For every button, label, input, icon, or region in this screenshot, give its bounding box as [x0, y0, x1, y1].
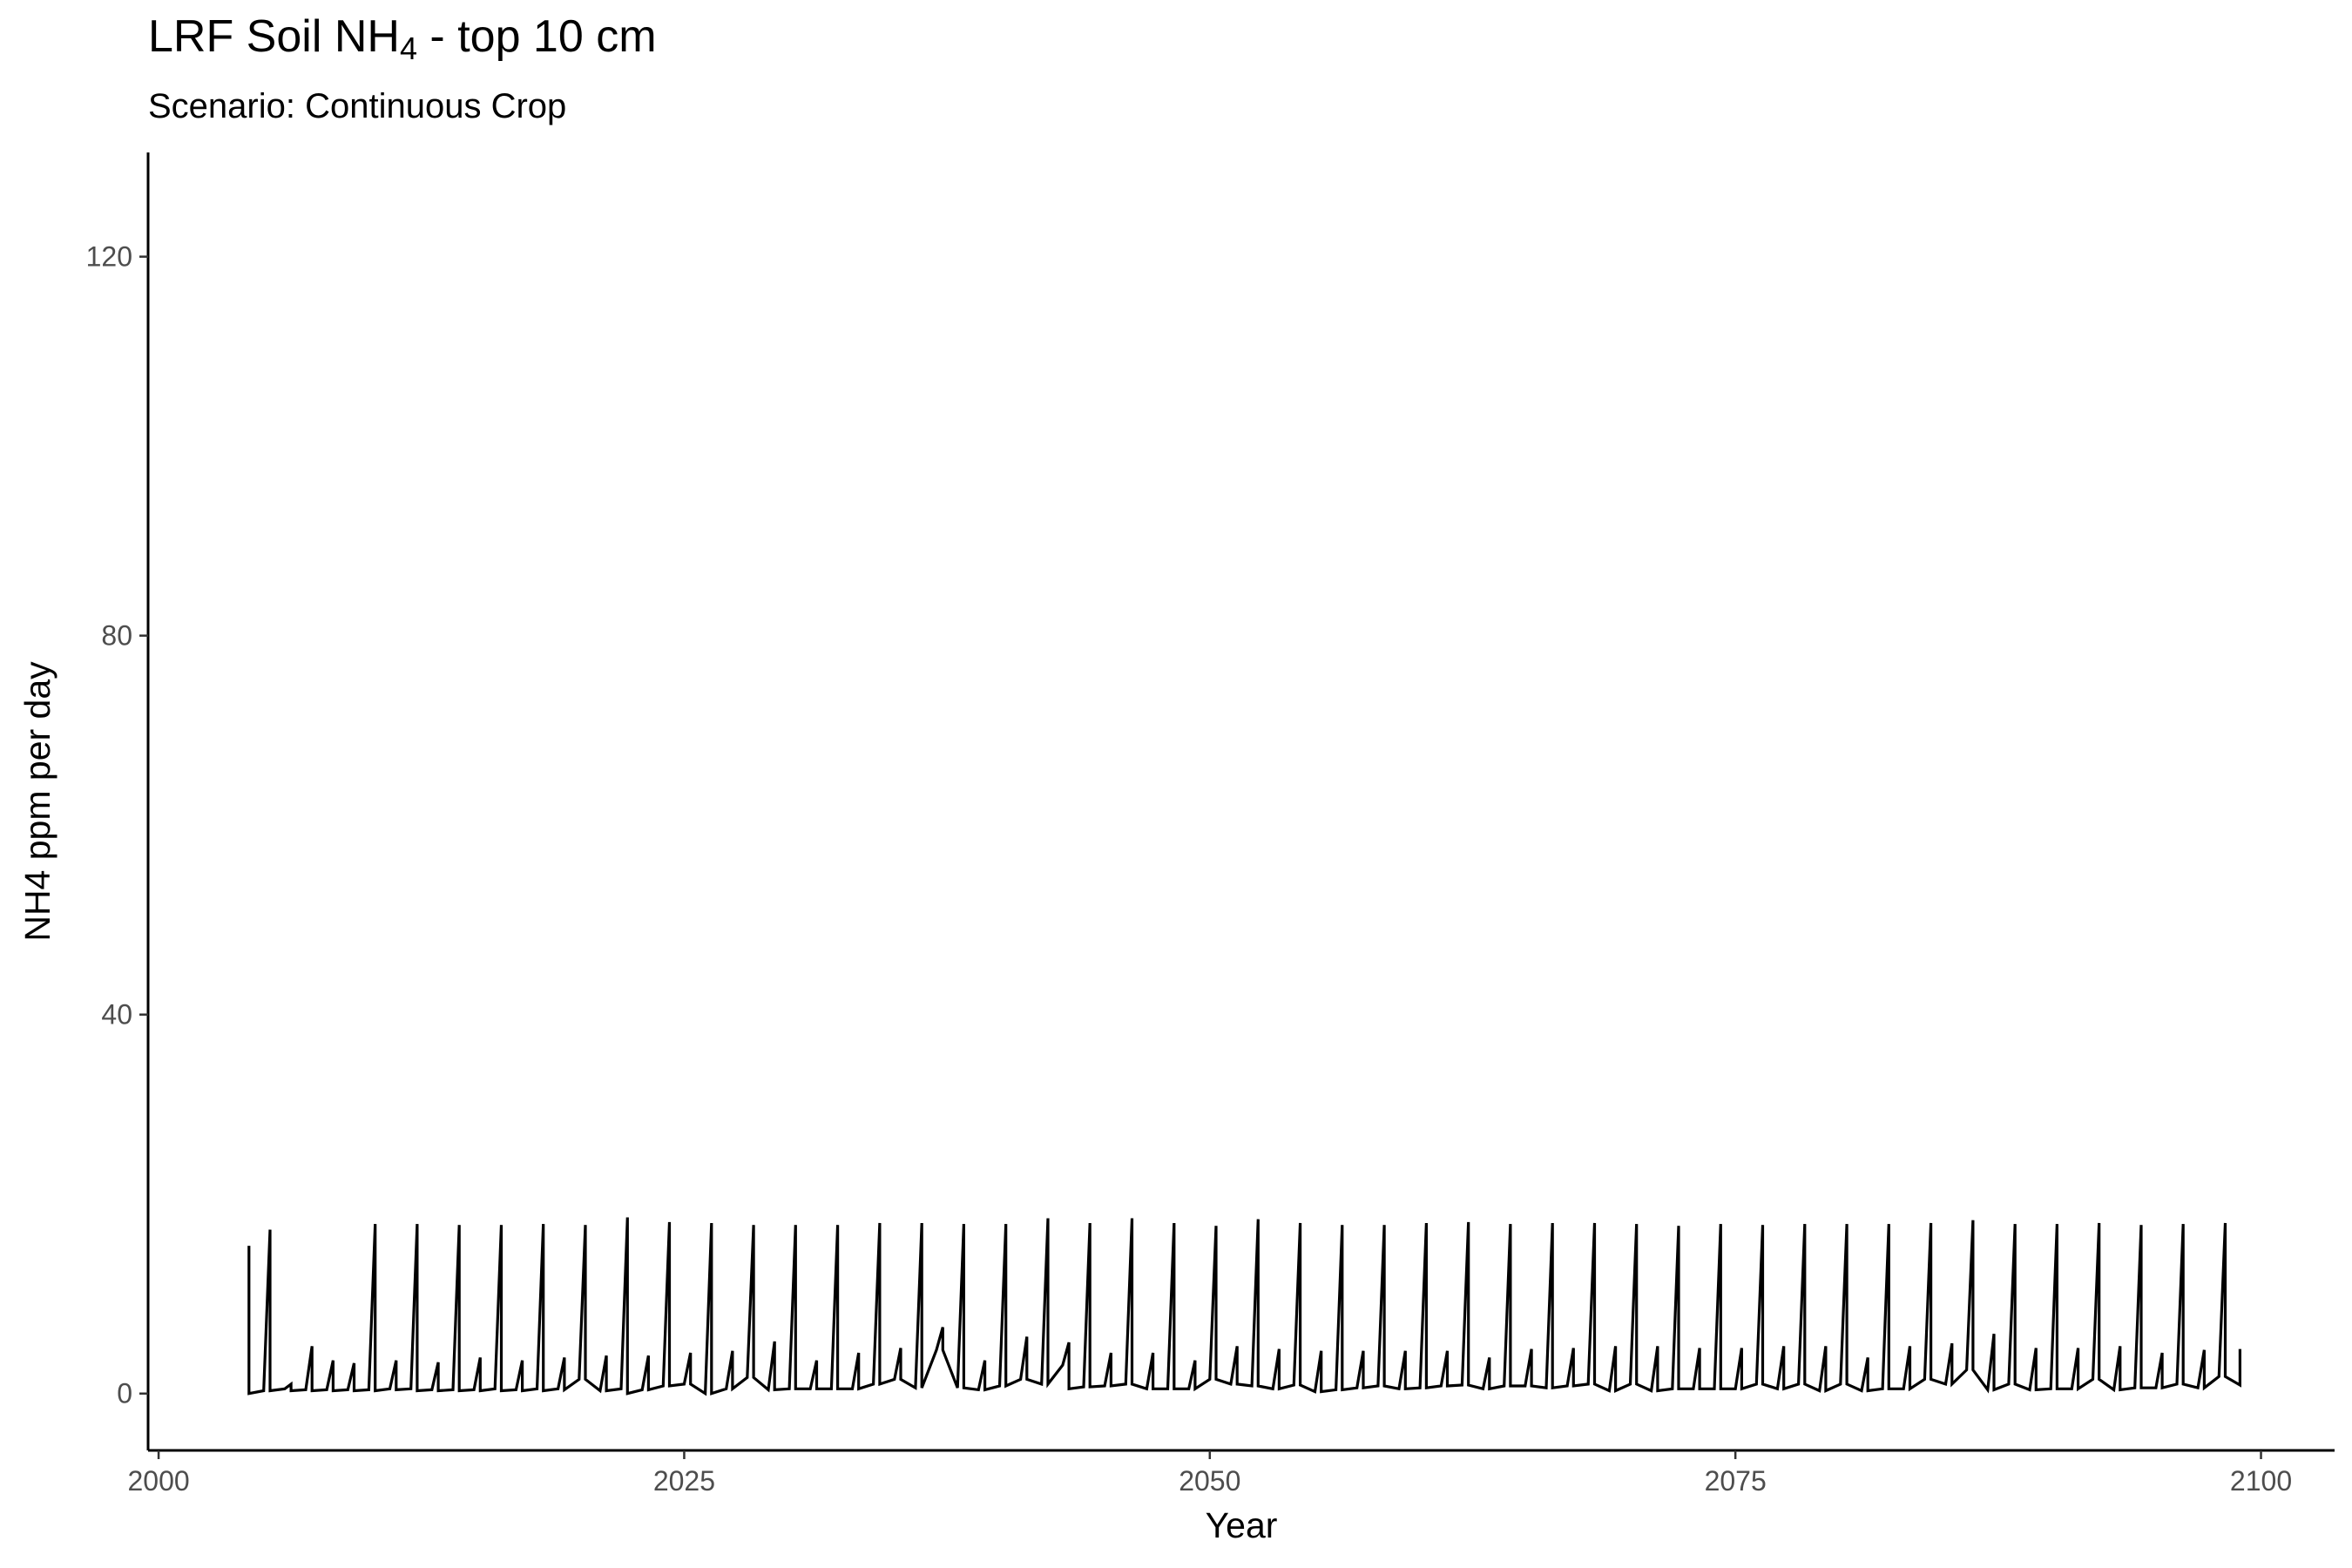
y-tick-label: 0 [117, 1378, 132, 1409]
x-tick-label: 2000 [127, 1465, 189, 1497]
chart-subtitle: Scenario: Continuous Crop [148, 87, 567, 125]
chart-title-subscript: 4 [399, 30, 417, 66]
y-axis-title: NH4 ppm per day [17, 661, 57, 942]
x-tick-label: 2075 [1705, 1465, 1767, 1497]
y-tick-label: 80 [101, 620, 132, 652]
series-layer [247, 1217, 2241, 1396]
y-tick-label: 120 [86, 241, 132, 273]
chart-title-main: LRF Soil NH [148, 11, 400, 62]
x-tick-label: 2050 [1179, 1465, 1240, 1497]
x-tick-label: 2025 [653, 1465, 715, 1497]
series-line-0 [247, 1217, 2241, 1396]
x-axis-title: Year [1206, 1505, 1278, 1545]
y-tick-label: 40 [101, 999, 132, 1031]
axes [146, 152, 2335, 1452]
chart-title: LRF Soil NH4 - top 10 cm [148, 10, 657, 67]
y-axis-ticks: 0 40 80 120 [86, 241, 148, 1409]
chart-title-suffix: - top 10 cm [416, 11, 657, 62]
x-tick-label: 2100 [2230, 1465, 2292, 1497]
x-axis-ticks: 2000 2025 2050 2075 2100 [127, 1450, 2292, 1497]
